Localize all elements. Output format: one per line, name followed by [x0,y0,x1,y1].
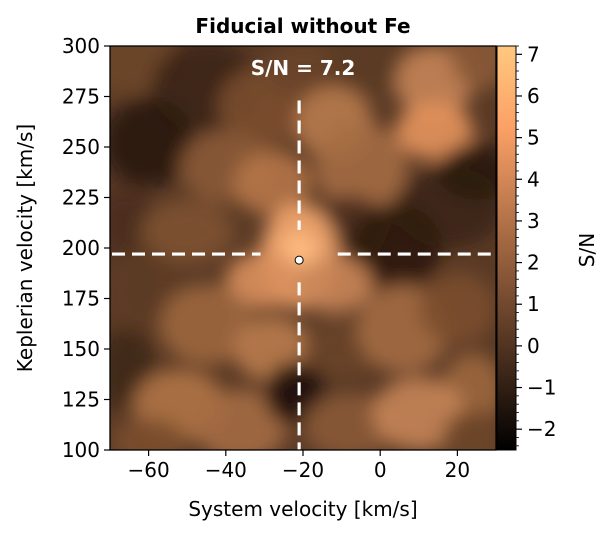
y-tick-label: 175 [62,287,100,311]
heatmap-blob [194,389,288,450]
heatmap-blob [295,256,373,313]
y-tick-label: 200 [62,236,100,260]
y-tick-label: 275 [62,85,100,109]
heatmap-blob [395,102,473,160]
chart-title: Fiducial without Fe [195,14,410,38]
colorbar-tick-label: 1 [527,292,540,316]
heatmap-blob [418,272,496,345]
heatmap-blob [441,409,496,450]
x-tick-label: −20 [282,458,324,482]
y-tick-label: 125 [62,388,100,412]
colorbar-ticks: −2 −1 0 1 2 3 4 5 6 7 [516,42,556,447]
x-tick-label: 20 [445,458,470,482]
x-tick-label: −40 [205,458,247,482]
colorbar-tick-label: 3 [527,209,540,233]
colorbar-tick-label: 6 [527,84,540,108]
heatmap-blob [349,203,442,293]
heatmap-blob [264,46,342,99]
crosshair [112,100,492,450]
y-tick-label: 150 [62,337,100,361]
y-axis-ticks: 100 125 150 175 200 225 250 275 300 [62,34,110,462]
heatmap-blob [326,46,419,95]
y-tick-label: 225 [62,186,100,210]
heatmap-blob [140,199,234,265]
peak-marker [294,255,304,265]
heatmap-blob [110,417,188,450]
colorbar-tick-label: 0 [527,334,540,358]
x-axis-ticks: −60 −40 −20 0 20 [127,450,470,482]
heatmap-area [110,46,496,450]
heatmap-blob [110,98,195,188]
colorbar-label: S/N [575,233,599,267]
heatmap-blob [372,377,466,450]
heatmap-blob [438,142,496,200]
colorbar-tick-label: −2 [527,417,556,441]
colorbar-tick-label: 5 [527,126,540,150]
heatmap-blob [233,151,311,216]
heatmap-blob [160,284,253,366]
y-axis-label: Keplerian velocity [km/s] [13,124,37,372]
y-tick-label: 300 [62,34,100,58]
y-tick-label: 250 [62,135,100,159]
x-axis-label: System velocity [km/s] [188,497,417,521]
heatmap-blob [449,46,496,91]
y-tick-label: 100 [62,438,100,462]
sn-annotation: S/N = 7.2 [251,56,356,80]
heatmap-blobs [110,46,496,450]
x-tick-label: −60 [127,458,169,482]
colorbar-tick-label: 4 [527,167,540,191]
colorbar-tick-label: 2 [527,251,540,275]
colorbar [496,45,517,451]
x-tick-label: 0 [374,458,387,482]
heatmap-blob [314,122,408,212]
heatmap-blob [225,252,303,309]
heatmap-blob [303,393,396,450]
colorbar-tick-label: −1 [527,376,556,400]
colorbar-tick-label: 7 [527,42,540,66]
